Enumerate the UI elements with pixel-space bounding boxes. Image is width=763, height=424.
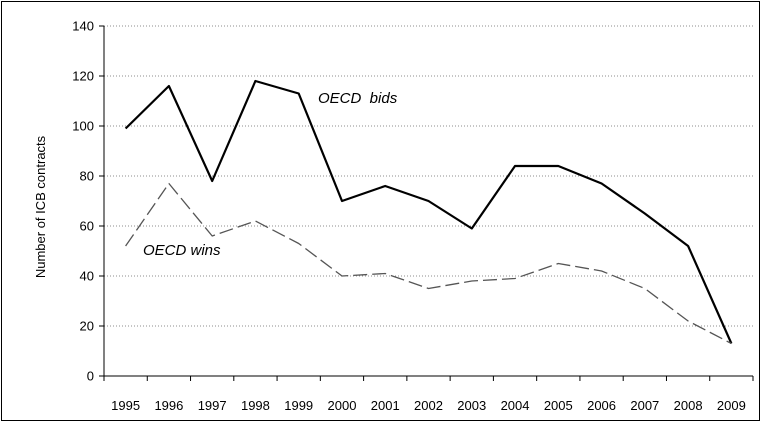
- x-tick-label-2007: 2007: [630, 398, 659, 413]
- y-tick-label-20: 20: [80, 319, 94, 334]
- x-tick-label-2005: 2005: [544, 398, 573, 413]
- y-tick-labels: 0 20 40 60 80 100 120 140: [72, 19, 94, 384]
- x-tick-label-1998: 1998: [241, 398, 270, 413]
- x-tick-label-1995: 1995: [111, 398, 140, 413]
- x-tick-label-1997: 1997: [198, 398, 227, 413]
- x-tick-label-2002: 2002: [414, 398, 443, 413]
- series-lines: [124, 79, 733, 345]
- x-tick-label-2008: 2008: [674, 398, 703, 413]
- gridlines: [104, 25, 753, 327]
- series-label-oecd-bids: OECD bids: [318, 90, 398, 107]
- series-label-oecd-wins: OECD wins: [143, 242, 221, 259]
- y-tick-label-80: 80: [80, 169, 94, 184]
- x-tick-labels: 1995 1996 1997 1998 1999 2000 2001 2002 2003 2004…: [111, 398, 746, 413]
- y-tick-label-60: 60: [80, 219, 94, 234]
- y-tick-label-100: 100: [72, 119, 94, 134]
- x-tick-label-1996: 1996: [154, 398, 183, 413]
- y-axis-label: Number of ICB contracts: [33, 135, 48, 278]
- x-tick-label-2006: 2006: [587, 398, 616, 413]
- y-tick-label-40: 40: [80, 269, 94, 284]
- x-tick-label-2009: 2009: [717, 398, 746, 413]
- x-tick-label-2004: 2004: [501, 398, 530, 413]
- y-tick-label-120: 120: [72, 69, 94, 84]
- x-tick-label-2003: 2003: [457, 398, 486, 413]
- y-tick-label-140: 140: [72, 19, 94, 34]
- x-tick-label-1999: 1999: [284, 398, 313, 413]
- axes: [99, 25, 754, 381]
- y-tick-label-0: 0: [87, 369, 94, 384]
- x-tick-label-2000: 2000: [328, 398, 357, 413]
- series-line-oecd-bids: [124, 79, 733, 344]
- x-tick-label-2001: 2001: [371, 398, 400, 413]
- series-line-oecd-wins: [125, 182, 732, 345]
